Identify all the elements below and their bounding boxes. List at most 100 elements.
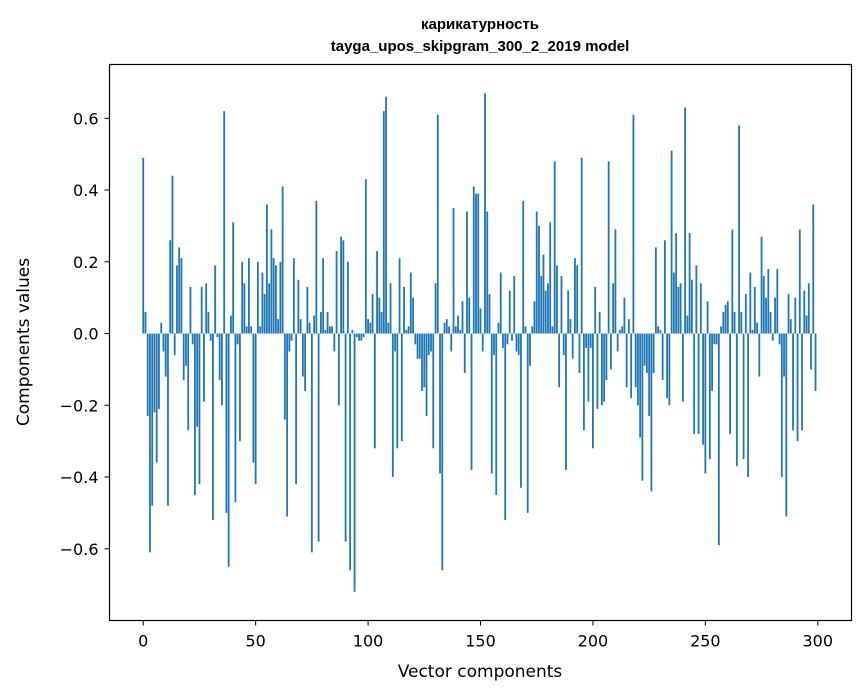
bar-26: [200, 286, 203, 334]
bar-109: [387, 322, 390, 334]
bar-295: [805, 315, 808, 334]
bar-274: [758, 333, 761, 377]
x-tick-label: 0: [138, 632, 148, 651]
bar-162: [506, 333, 509, 345]
bar-176: [538, 225, 540, 334]
bar-202: [596, 333, 599, 409]
bar-215: [625, 333, 628, 388]
bar-49: [252, 333, 255, 463]
bar-220: [636, 333, 639, 406]
bar-225: [648, 333, 651, 417]
bar-34: [218, 333, 221, 381]
y-axis-ticks: −0.6 −0.4 −0.2 0.0 0.2 0.4 0.6: [60, 109, 110, 559]
bar-198: [587, 333, 590, 402]
bar-10: [164, 333, 167, 377]
bar-105: [378, 297, 381, 334]
bar-32: [214, 265, 217, 334]
bar-199: [589, 333, 592, 348]
bar-258: [722, 312, 725, 334]
bar-97: [360, 333, 363, 341]
bar-296: [807, 283, 810, 334]
bar-293: [801, 333, 803, 431]
bar-121: [414, 333, 417, 345]
bar-103: [373, 333, 376, 449]
bar-61: [279, 261, 282, 334]
bar-247: [697, 333, 700, 434]
bar-214: [623, 297, 626, 334]
bar-185: [558, 333, 561, 388]
bar-104: [376, 251, 378, 334]
bar-54: [263, 294, 266, 334]
bar-58: [272, 258, 275, 334]
bar-33: [216, 333, 219, 338]
bar-78: [317, 333, 320, 542]
bar-262: [731, 229, 734, 334]
bar-106: [380, 312, 383, 334]
bar-230: [659, 329, 662, 334]
bar-227: [652, 333, 655, 373]
bar-163: [508, 290, 511, 334]
bar-136: [448, 326, 450, 334]
bar-237: [675, 233, 678, 334]
bar-273: [756, 322, 758, 334]
bar-299: [814, 333, 817, 391]
bar-194: [578, 333, 581, 373]
bar-79: [319, 312, 322, 334]
bar-128: [430, 333, 432, 352]
bar-285: [783, 333, 785, 377]
bar-149: [477, 193, 480, 334]
bar-9: [162, 333, 165, 352]
bar-93: [351, 329, 354, 334]
bar-81: [324, 329, 327, 334]
bar-4: [151, 333, 154, 506]
bar-286: [785, 333, 788, 517]
bar-297: [810, 333, 812, 370]
bar-219: [634, 333, 637, 388]
bar-111: [391, 333, 394, 478]
bar-206: [605, 333, 608, 381]
bar-182: [551, 326, 554, 334]
bar-69: [297, 279, 300, 334]
bar-15: [176, 265, 178, 334]
bar-12: [169, 240, 172, 334]
bar-107: [382, 111, 385, 334]
bar-218: [632, 114, 635, 334]
bar-112: [394, 333, 396, 352]
bar-179: [544, 290, 547, 334]
bar-127: [427, 333, 430, 356]
bar-260: [726, 301, 729, 334]
bar-series: [142, 93, 817, 592]
bar-192: [574, 258, 576, 334]
bar-71: [301, 333, 304, 377]
bar-173: [531, 326, 534, 334]
bar-116: [403, 286, 405, 334]
bar-38: [227, 333, 230, 567]
bar-130: [434, 283, 437, 334]
bar-72: [304, 333, 307, 391]
bar-289: [792, 333, 794, 431]
bar-208: [610, 333, 612, 370]
bar-96: [358, 333, 360, 341]
bar-6: [155, 333, 158, 463]
bar-233: [666, 333, 669, 399]
bar-100: [367, 319, 369, 334]
bar-278: [767, 268, 770, 334]
bar-40: [232, 222, 235, 334]
bar-201: [594, 286, 597, 334]
bar-11: [167, 333, 169, 506]
bar-17: [180, 258, 183, 334]
bar-67: [292, 258, 295, 334]
bar-70: [299, 319, 302, 334]
bar-57: [270, 229, 273, 334]
bar-115: [400, 333, 403, 442]
bar-290: [794, 297, 797, 334]
bar-243: [688, 233, 691, 334]
x-tick-label: 200: [578, 632, 609, 651]
bar-90: [344, 333, 347, 542]
bar-246: [695, 265, 698, 334]
x-tick-label: 300: [802, 632, 833, 651]
bar-76: [313, 315, 316, 334]
bar-131: [436, 114, 439, 334]
bar-22: [191, 333, 194, 345]
bar-183: [553, 161, 556, 334]
